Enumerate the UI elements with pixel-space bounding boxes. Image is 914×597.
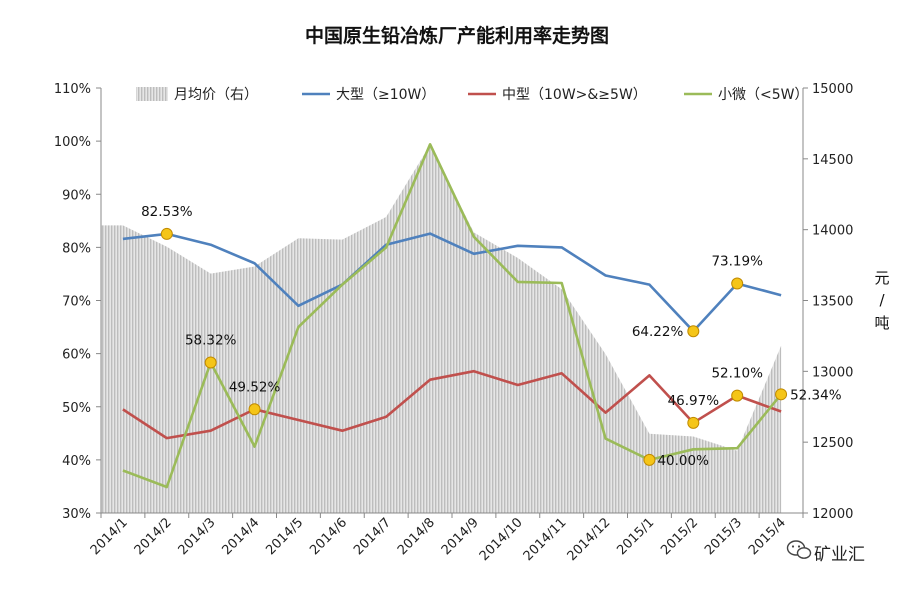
x-tick-label: 2014/12 [565, 515, 614, 564]
data-label: 52.34% [790, 387, 842, 403]
x-tick-label: 2014/1 [88, 515, 131, 558]
data-label: 46.97% [668, 393, 720, 409]
x-tick-label: 2015/2 [658, 515, 701, 558]
y-right-tick-label: 13000 [812, 365, 853, 380]
legend: 月均价（右） 大型（≥10W） 中型（10W>&≥5W） 小微（<5W） [136, 87, 808, 103]
x-tick-label: 2014/4 [219, 515, 262, 558]
plot-area: 30% 40% 50% 60% 70% 80% 90% 100% 110% 12000 12500 1… [54, 82, 890, 564]
x-tick-label: 2015/4 [746, 515, 789, 558]
wechat-icon [786, 540, 812, 559]
highlight-marker [731, 389, 744, 402]
data-label: 64.22% [632, 324, 684, 340]
highlight-marker [160, 227, 173, 240]
highlight-marker [687, 416, 700, 429]
y-right-tick-label: 12000 [812, 507, 853, 522]
highlight-marker [687, 325, 700, 338]
legend-label: 小微（<5W） [718, 87, 808, 103]
x-tick-label: 2014/3 [176, 515, 219, 558]
x-tick-label: 2015/3 [702, 515, 745, 558]
x-tick-label: 2014/9 [439, 515, 482, 558]
legend-label: 大型（≥10W） [336, 87, 435, 103]
highlight-marker [731, 277, 744, 290]
y-right-axis-label: 吨 [874, 314, 889, 332]
y-right-axis-label: / [879, 291, 885, 309]
series-line-0 [122, 232, 782, 333]
data-label: 40.00% [657, 453, 709, 469]
data-label: 73.19% [711, 254, 763, 270]
x-tick-label: 2015/1 [614, 515, 657, 558]
y-left-tick-label: 60% [62, 348, 91, 363]
highlight-marker [248, 403, 261, 416]
y-right-tick-label: 13500 [812, 295, 853, 310]
data-label: 58.32% [185, 333, 237, 349]
y-left-tick-label: 80% [62, 241, 91, 256]
x-tick-label: 2014/8 [395, 515, 438, 558]
highlight-marker [643, 453, 656, 466]
y-right-tick-label: 15000 [812, 82, 853, 97]
y-left-tick-label: 110% [54, 82, 91, 97]
series-line-2 [122, 143, 783, 489]
y-right-tick-label: 14500 [812, 153, 853, 168]
y-left-tick-label: 90% [62, 188, 91, 203]
data-label: 49.52% [229, 379, 281, 395]
chart-title: 中国原生铅冶炼厂产能利用率走势图 [305, 24, 609, 47]
watermark-text: 矿业汇 [814, 545, 865, 565]
y-right-tick-label: 14000 [812, 224, 853, 239]
legend-label-area: 月均价（右） [174, 87, 258, 103]
y-left-tick-label: 100% [54, 135, 91, 150]
watermark: 矿业汇 [786, 540, 865, 565]
x-tick-label: 2014/6 [307, 515, 350, 558]
highlight-marker [204, 356, 217, 369]
legend-swatch-area [136, 87, 168, 101]
data-label: 82.53% [141, 204, 193, 220]
y-left-tick-label: 40% [62, 454, 91, 469]
y-left-tick-label: 50% [62, 401, 91, 416]
area-series-monthly-price [101, 144, 782, 513]
series-line-1 [122, 369, 782, 440]
x-tick-label: 2014/2 [132, 515, 175, 558]
y-left-tick-label: 70% [62, 295, 91, 310]
y-right-axis-label: 元 [874, 269, 889, 287]
x-tick-label: 2014/10 [477, 515, 526, 564]
highlight-marker [775, 388, 788, 401]
y-left-tick-label: 30% [62, 507, 91, 522]
data-label: 52.10% [711, 366, 763, 382]
x-tick-label: 2014/7 [351, 515, 394, 558]
x-tick-label: 2014/5 [263, 515, 306, 558]
y-right-tick-label: 12500 [812, 436, 853, 451]
x-tick-label: 2014/11 [521, 515, 570, 564]
legend-label: 中型（10W>&≥5W） [502, 87, 647, 103]
